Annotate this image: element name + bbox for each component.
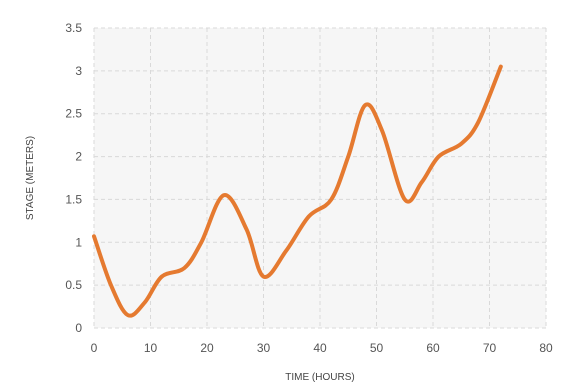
x-tick-label: 20 bbox=[200, 341, 214, 355]
y-tick-label: 0 bbox=[75, 321, 82, 335]
x-tick-label: 70 bbox=[483, 341, 497, 355]
y-tick-label: 3.5 bbox=[65, 21, 82, 35]
y-tick-label: 1.5 bbox=[65, 192, 82, 206]
x-tick-label: 30 bbox=[257, 341, 271, 355]
x-tick-label: 60 bbox=[426, 341, 440, 355]
y-tick-label: 0.5 bbox=[65, 278, 82, 292]
series-group bbox=[92, 64, 503, 318]
x-axis-ticks: 0 10 20 30 40 50 60 70 80 bbox=[91, 341, 553, 355]
y-tick-label: 1 bbox=[75, 235, 82, 249]
y-tick-label: 2 bbox=[75, 150, 82, 164]
gridlines bbox=[93, 27, 547, 329]
x-tick-label: 50 bbox=[370, 341, 384, 355]
y-axis-title: STAGE (METERS) bbox=[25, 136, 36, 220]
x-tick-label: 10 bbox=[144, 341, 158, 355]
x-tick-label: 0 bbox=[91, 341, 98, 355]
stage-series-line bbox=[92, 64, 503, 318]
y-tick-label: 2.5 bbox=[65, 107, 82, 121]
y-tick-label: 3 bbox=[75, 64, 82, 78]
y-axis-ticks: 0 0.5 1 1.5 2 2.5 3 3.5 bbox=[65, 21, 82, 335]
x-tick-label: 40 bbox=[313, 341, 327, 355]
x-axis-title: TIME (HOURS) bbox=[285, 372, 354, 383]
x-tick-label: 80 bbox=[539, 341, 553, 355]
